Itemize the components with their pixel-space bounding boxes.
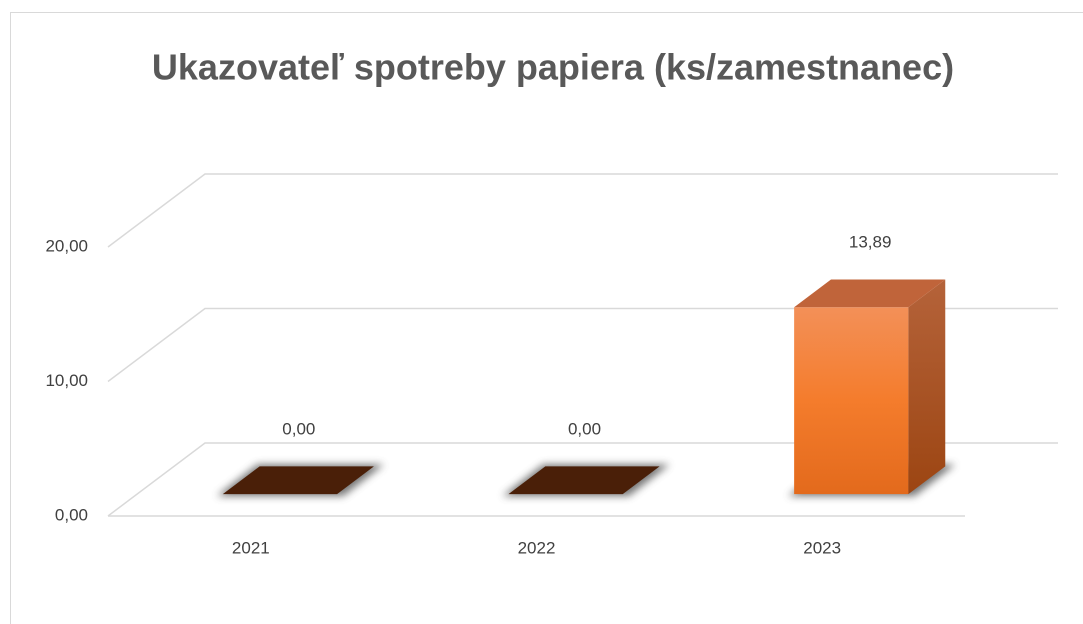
bar-top bbox=[794, 279, 946, 308]
data-label: 13,89 bbox=[849, 233, 892, 252]
bar-top bbox=[222, 466, 374, 495]
bar-front bbox=[794, 307, 909, 495]
chart-title: Ukazovateľ spotreby papiera (ks/zamestna… bbox=[152, 47, 954, 88]
x-tick-label: 2023 bbox=[803, 538, 841, 557]
y-tick-label: 20,00 bbox=[45, 236, 88, 255]
x-tick-label: 2021 bbox=[232, 538, 270, 557]
bar bbox=[502, 464, 670, 497]
grid-line bbox=[107, 307, 1058, 383]
bar bbox=[216, 464, 384, 497]
bar-side bbox=[908, 279, 946, 495]
grid-line bbox=[107, 173, 1058, 248]
x-tick-label: 2022 bbox=[518, 538, 556, 557]
data-label: 0,00 bbox=[568, 419, 601, 438]
y-tick-label: 10,00 bbox=[45, 371, 88, 390]
data-label: 0,00 bbox=[282, 419, 315, 438]
y-tick-label: 0,00 bbox=[55, 505, 88, 524]
bar bbox=[788, 279, 956, 497]
grid-line bbox=[107, 442, 1058, 517]
bar-top bbox=[508, 466, 660, 495]
